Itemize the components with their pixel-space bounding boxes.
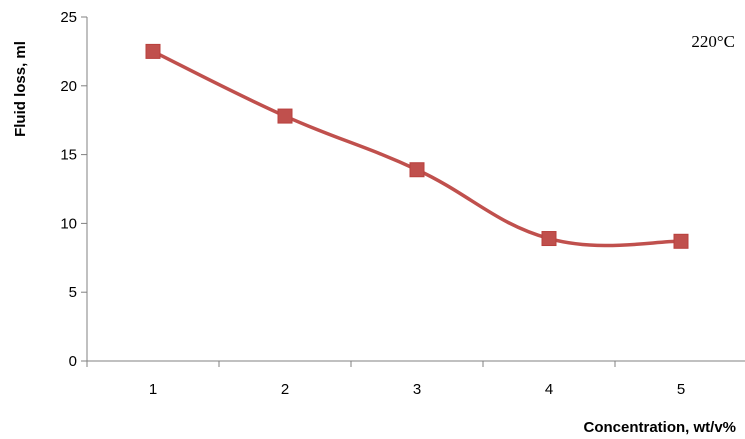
- y-tick-label: 0: [69, 353, 77, 370]
- data-point-marker: [541, 231, 557, 247]
- data-point-marker: [277, 108, 293, 124]
- y-tick-label: 25: [60, 9, 77, 26]
- data-point-marker: [409, 162, 425, 178]
- series-layer: [145, 43, 689, 249]
- y-tick-label: 15: [60, 147, 77, 164]
- x-tick-label: 1: [149, 381, 157, 398]
- data-point-marker: [673, 233, 689, 249]
- x-tick-label: 2: [281, 381, 289, 398]
- x-tick-label: 4: [545, 381, 553, 398]
- temperature-annotation: 220°C: [691, 32, 735, 51]
- y-tick-label: 10: [60, 215, 77, 232]
- series-line: [151, 49, 683, 248]
- x-tick-label: 5: [677, 381, 685, 398]
- y-tick-label: 20: [60, 78, 77, 95]
- axes: 0 5 10 15 20 25 1 2 3 4 5: [60, 9, 745, 398]
- x-axis-title: Concentration, wt/v%: [583, 419, 736, 436]
- data-point-marker: [145, 43, 161, 59]
- y-axis-title: Fluid loss, ml: [12, 41, 29, 137]
- y-tick-label: 5: [69, 284, 77, 301]
- x-tick-label: 3: [413, 381, 421, 398]
- labels: Fluid loss, ml Concentration, wt/v% 220°…: [12, 32, 736, 436]
